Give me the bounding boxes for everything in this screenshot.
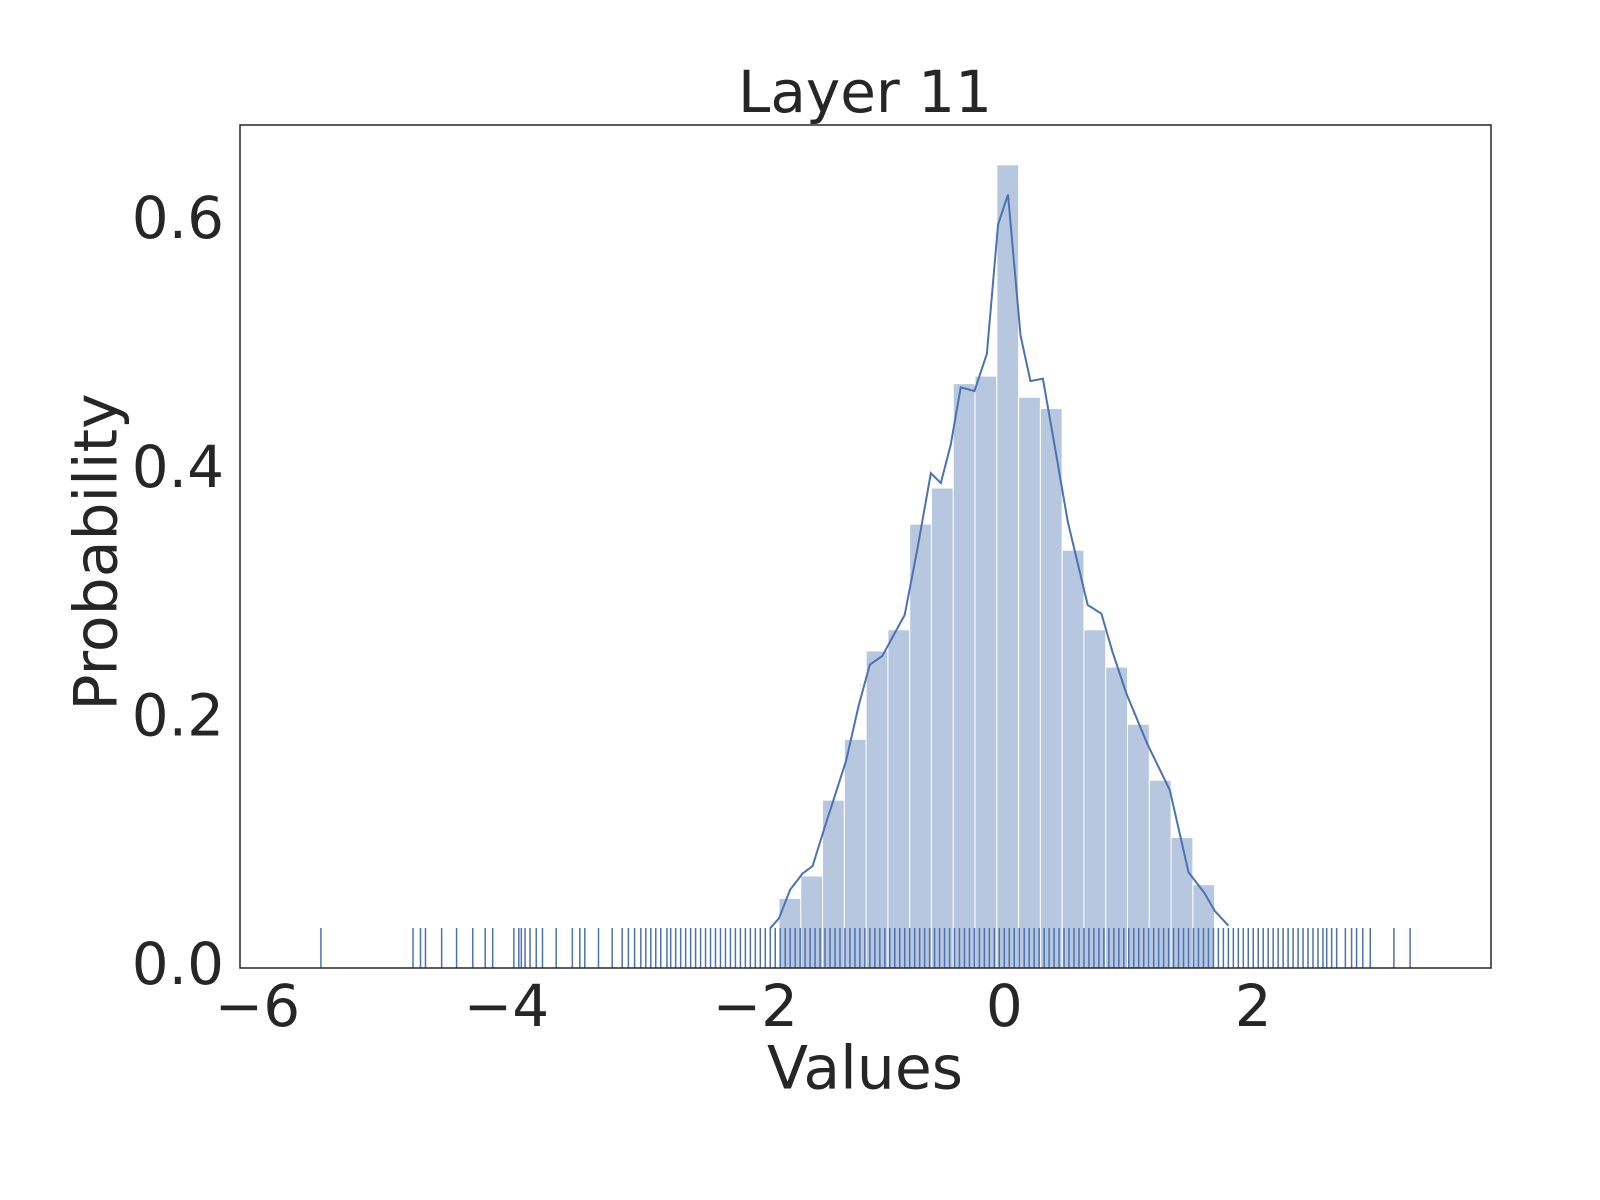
histogram-bar (1170, 836, 1194, 969)
histogram-bar (974, 375, 998, 969)
x-axis-label: Values (767, 1034, 963, 1104)
histogram-bar (1018, 396, 1041, 969)
x-tick-label: 2 (1235, 972, 1272, 1040)
x-tick-label: −4 (464, 972, 550, 1040)
x-tick-label: −6 (215, 972, 301, 1040)
x-tick-label: −2 (713, 972, 799, 1040)
y-tick-label: 0.6 (132, 184, 224, 252)
y-tick-label: 0.0 (132, 930, 224, 998)
histogram-bar (909, 523, 932, 969)
histogram-bar (1105, 666, 1129, 969)
y-tick-label: 0.2 (132, 681, 224, 749)
histogram-bar (1148, 779, 1172, 969)
kde-line (769, 194, 1230, 929)
histogram-bar (930, 487, 954, 969)
histogram-bar (800, 875, 824, 969)
histogram-bar (1039, 407, 1063, 969)
histogram-bar (1061, 549, 1085, 969)
y-axis-label: Probability (62, 393, 132, 710)
plot-frame (239, 124, 1492, 969)
chart-title: Layer 11 (738, 58, 992, 126)
histogram-bar (1083, 629, 1107, 969)
y-tick-label: 0.4 (132, 433, 224, 501)
histogram-bar (952, 383, 976, 969)
histogram-bar (887, 629, 911, 969)
x-tick-label: 0 (986, 972, 1023, 1040)
histogram-bar (865, 650, 889, 969)
